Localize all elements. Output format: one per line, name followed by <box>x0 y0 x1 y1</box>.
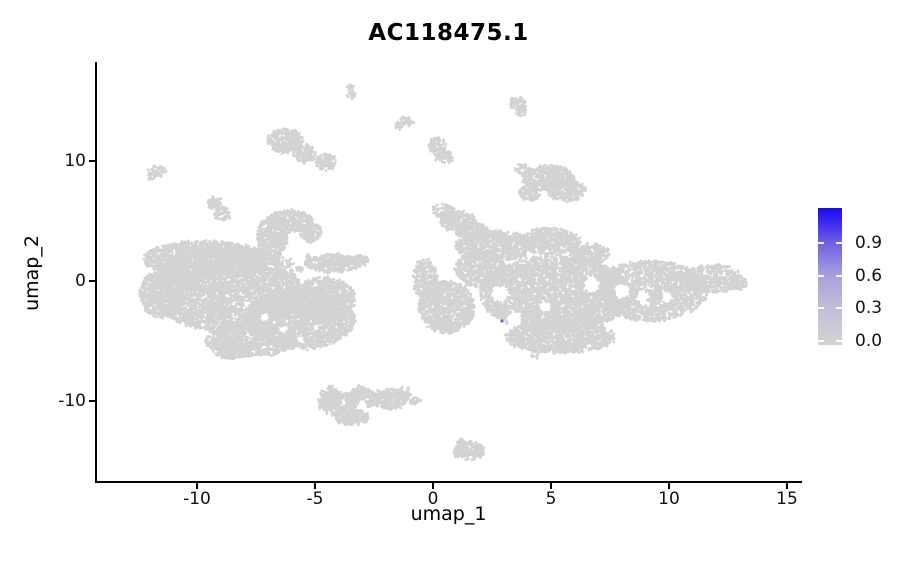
x-tick-label: -5 <box>306 489 324 509</box>
x-axis-line <box>95 481 802 483</box>
colorbar-tick-label: 0.3 <box>855 298 883 318</box>
plot-panel <box>97 62 800 481</box>
colorbar-tick-label: 0.9 <box>855 233 883 253</box>
x-tick-label: 15 <box>776 489 798 509</box>
scatter-points-canvas <box>97 62 800 481</box>
y-tick-label: 10 <box>64 151 86 171</box>
colorbar-tick-mark <box>818 339 824 342</box>
colorbar-tick-mark <box>818 274 824 277</box>
x-tick-mark <box>196 483 198 489</box>
x-tick-mark <box>668 483 670 489</box>
y-axis-title: umap_2 <box>21 235 43 311</box>
y-tick-mark <box>89 280 95 282</box>
x-tick-mark <box>786 483 788 489</box>
x-tick-label: 0 <box>427 489 439 509</box>
y-tick-mark <box>89 400 95 402</box>
x-tick-label: 5 <box>545 489 557 509</box>
colorbar-tick-label: 0.0 <box>855 330 883 351</box>
x-tick-mark <box>550 483 552 489</box>
colorbar-tick-mark <box>818 242 824 244</box>
colorbar-gradient <box>818 208 842 345</box>
plot-title: AC118475.1 <box>368 20 529 46</box>
y-tick-mark <box>89 160 95 162</box>
colorbar-tick-mark <box>836 274 842 277</box>
y-tick-label: 0 <box>75 271 86 291</box>
colorbar-tick-label: 0.6 <box>855 265 883 286</box>
x-tick-label: -10 <box>183 489 211 509</box>
x-tick-mark <box>432 483 434 489</box>
x-axis-title: umap_1 <box>410 503 487 525</box>
y-tick-label: -10 <box>58 391 86 411</box>
colorbar-tick-mark <box>836 242 842 244</box>
colorbar-tick-mark <box>818 307 824 309</box>
x-tick-label: 10 <box>658 489 680 509</box>
colorbar-tick-mark <box>836 339 842 342</box>
y-axis-line <box>95 62 97 483</box>
colorbar-tick-mark <box>836 307 842 309</box>
x-tick-mark <box>314 483 316 489</box>
